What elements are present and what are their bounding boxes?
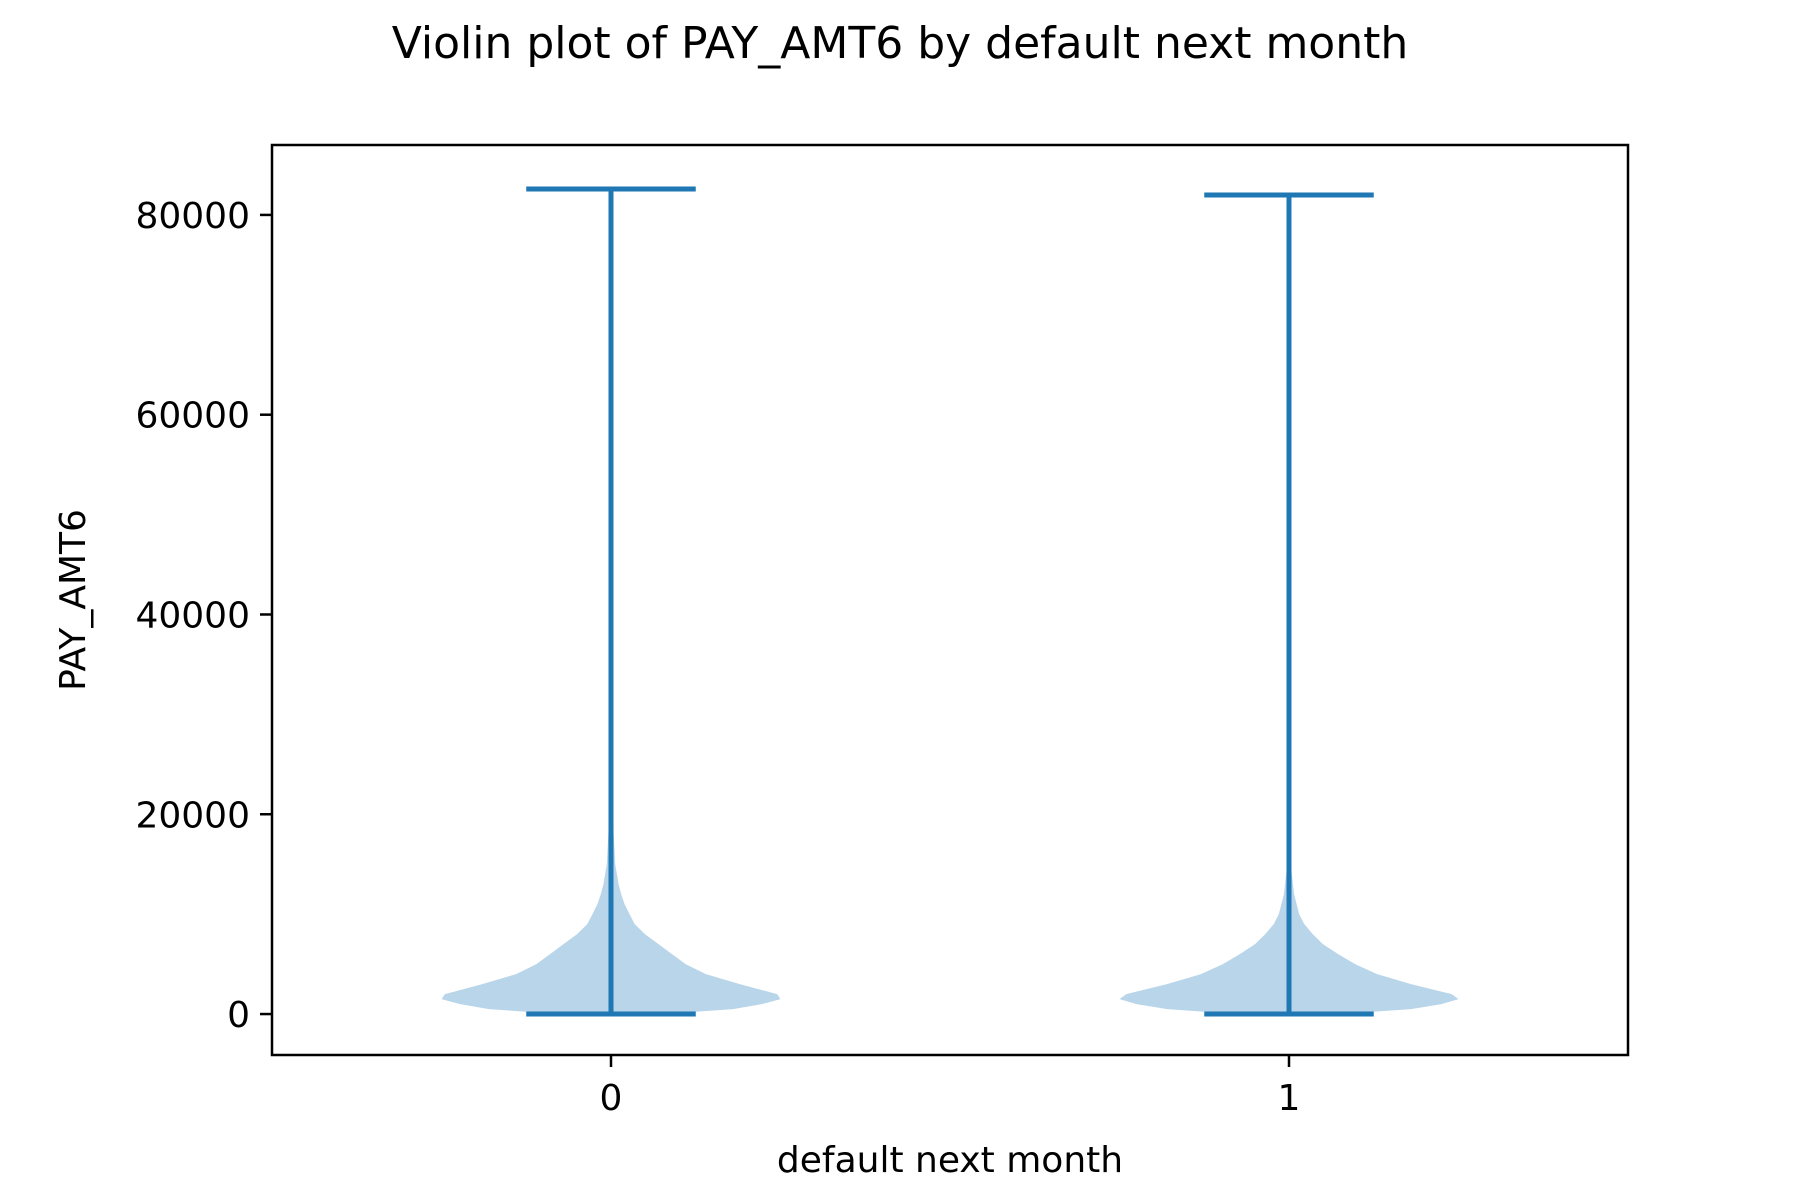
y-axis-label: PAY_AMT6 bbox=[53, 509, 94, 691]
y-tick-label: 40000 bbox=[135, 595, 250, 636]
chart-title: Violin plot of PAY_AMT6 by default next … bbox=[392, 18, 1409, 69]
y-tick-label: 0 bbox=[227, 995, 250, 1036]
y-tick-label: 60000 bbox=[135, 396, 250, 437]
plot-area bbox=[441, 186, 1459, 1017]
plot-frame bbox=[270, 143, 1630, 1057]
y-tick-label: 80000 bbox=[135, 196, 250, 237]
x-tick-label: 1 bbox=[1278, 1078, 1301, 1119]
y-axis: 0 20000 40000 60000 80000 bbox=[135, 196, 272, 1036]
x-axis-label: default next month bbox=[777, 1140, 1123, 1181]
y-tick-label: 20000 bbox=[135, 795, 250, 836]
x-tick-label: 0 bbox=[600, 1078, 623, 1119]
